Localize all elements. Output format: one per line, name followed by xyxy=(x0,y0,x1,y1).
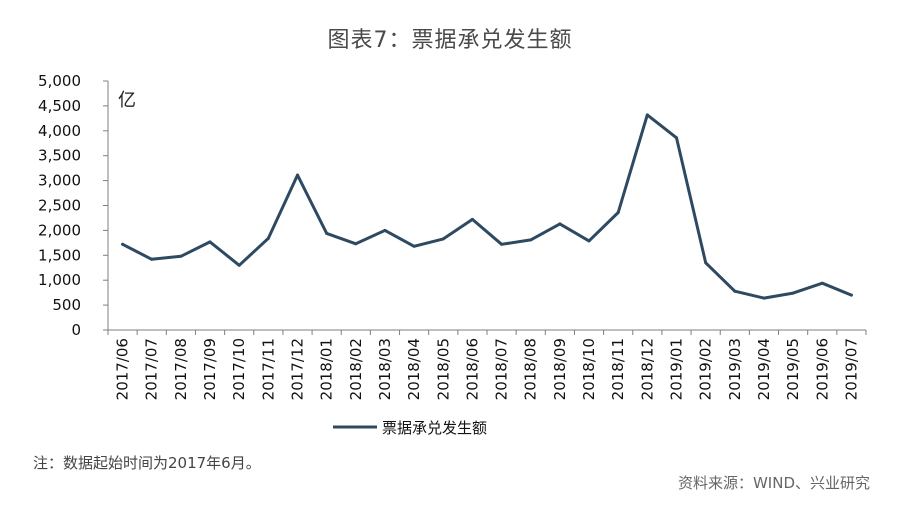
x-tick-label: 2018/09 xyxy=(551,338,569,400)
data-point xyxy=(150,257,154,261)
data-point xyxy=(587,239,591,243)
data-point xyxy=(733,289,737,293)
data-point xyxy=(208,240,212,244)
data-point xyxy=(470,217,474,221)
x-tick-label: 2017/12 xyxy=(289,338,307,400)
data-point xyxy=(237,263,241,267)
y-axis-unit-label: 亿 xyxy=(118,90,136,111)
x-tick-label: 2017/07 xyxy=(143,338,161,400)
data-point xyxy=(383,228,387,232)
y-tick-label: 4,000 xyxy=(38,122,81,140)
x-tick-label: 2019/06 xyxy=(813,338,831,400)
data-point xyxy=(675,136,678,140)
y-tick-label: 2,500 xyxy=(38,197,81,215)
data-point xyxy=(704,261,708,265)
y-tick-label: 0 xyxy=(71,321,81,339)
series-line xyxy=(121,113,853,300)
y-axis: 0 500 1,000 1,500 2,000 2,500 3,000 3,500 4,000 4… xyxy=(38,72,109,339)
x-tick-label: 2019/02 xyxy=(697,338,715,400)
legend-label: 票据承兑发生额 xyxy=(382,419,487,437)
x-tick-label: 2019/07 xyxy=(842,338,860,400)
x-tick-label: 2019/03 xyxy=(726,338,744,400)
x-tick-label: 2018/10 xyxy=(580,338,598,400)
y-tick-label: 3,000 xyxy=(38,172,81,190)
x-tick-label: 2017/06 xyxy=(114,338,132,400)
x-tick-label: 2018/03 xyxy=(376,338,394,400)
data-point xyxy=(354,242,358,246)
data-point xyxy=(558,222,562,226)
y-tick-label: 1,500 xyxy=(38,246,81,264)
x-axis: 2017/06 2017/07 2017/08 2017/09 2017/10 2017/… xyxy=(107,329,867,400)
y-tick-label: 2,000 xyxy=(38,221,81,239)
source-credit: 资料来源：WIND、兴业研究 xyxy=(677,474,870,492)
x-tick-label: 2018/06 xyxy=(463,338,481,400)
y-tick-label: 3,500 xyxy=(38,147,81,165)
y-tick-label: 4,500 xyxy=(38,97,81,115)
chart-title: 图表7：票据承兑发生额 xyxy=(327,28,573,53)
y-tick-label: 1,000 xyxy=(38,271,81,289)
data-point xyxy=(762,296,766,300)
x-tick-label: 2018/07 xyxy=(493,338,511,400)
x-tick-label: 2017/08 xyxy=(172,338,190,400)
data-point xyxy=(121,242,125,246)
data-point xyxy=(441,237,445,241)
data-point xyxy=(266,236,270,240)
x-tick-label: 2019/04 xyxy=(755,338,773,400)
data-point xyxy=(500,242,504,246)
x-tick-label: 2017/11 xyxy=(259,338,277,400)
x-tick-label: 2018/02 xyxy=(347,338,365,400)
x-tick-label: 2018/12 xyxy=(638,338,656,400)
x-tick-label: 2017/09 xyxy=(201,338,219,400)
y-tick-label: 500 xyxy=(52,296,81,314)
data-point xyxy=(529,238,533,242)
data-point xyxy=(325,231,329,235)
data-point xyxy=(849,293,853,297)
x-tick-label: 2019/01 xyxy=(668,338,686,400)
x-tick-label: 2018/01 xyxy=(318,338,336,400)
data-point xyxy=(820,281,824,285)
x-tick-label: 2018/04 xyxy=(405,338,423,400)
footnote: 注：数据起始时间为2017年6月。 xyxy=(33,454,261,472)
x-tick-label: 2019/05 xyxy=(784,338,802,400)
data-point xyxy=(412,244,416,248)
data-point xyxy=(179,254,183,258)
x-tick-label: 2017/10 xyxy=(230,338,248,400)
x-tick-label: 2018/11 xyxy=(609,338,627,400)
series-line-path xyxy=(121,113,853,300)
x-tick-label: 2018/05 xyxy=(434,338,452,400)
data-point xyxy=(296,173,299,177)
x-tick-label: 2018/08 xyxy=(522,338,540,400)
legend: 票据承兑发生额 xyxy=(333,419,487,437)
data-point xyxy=(645,113,649,117)
data-point xyxy=(616,211,620,214)
y-tick-label: 5,000 xyxy=(38,72,81,90)
data-point xyxy=(791,291,795,295)
